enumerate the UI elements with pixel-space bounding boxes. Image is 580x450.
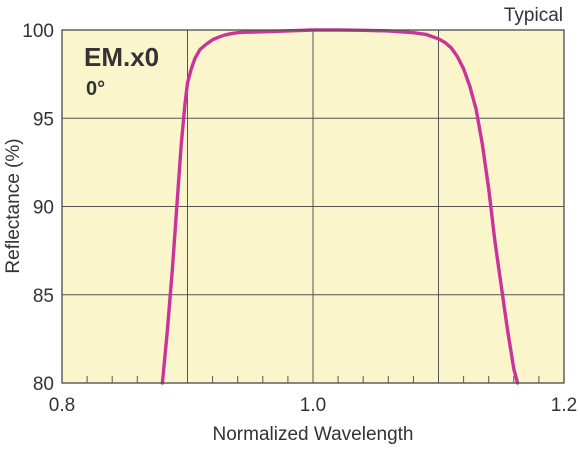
legend-title: EM.x0 [84,42,159,72]
y-tick-label-2: 90 [33,198,54,219]
plot-frame [61,29,565,384]
x-tick-labels: 0.8 1.0 1.2 [49,395,577,416]
y-tick-label-1: 85 [33,286,54,307]
y-tick-label-3: 95 [33,109,54,130]
y-tick-labels: 80 85 90 95 100 [22,21,54,395]
y-axis-label: Reflectance (%) [3,138,24,273]
x-tick-label-1: 1.0 [300,395,326,416]
y-tick-label-4: 100 [22,21,54,42]
corner-note: Typical [504,5,563,26]
x-tick-label-2: 1.2 [551,395,577,416]
y-tick-label-0: 80 [33,374,54,395]
legend-subtitle: 0° [86,78,105,100]
x-axis-label: Normalized Wavelength [213,424,414,445]
x-tick-label-0: 0.8 [49,395,75,416]
